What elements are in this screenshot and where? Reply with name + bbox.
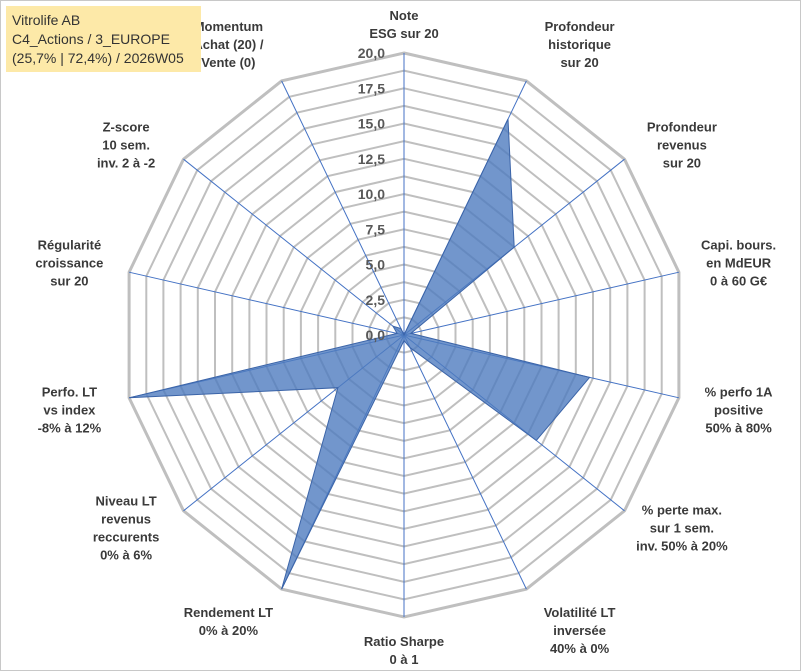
axis-label: Capi. bours. en MdEUR 0 à 60 G€ — [701, 238, 776, 289]
axis-label-line: Régularité — [38, 238, 102, 253]
axis-label: Niveau LT revenus reccurents 0% à 6% — [93, 493, 159, 562]
tick-label: 7,5 — [366, 221, 386, 237]
axis-label: Régularité croissance sur 20 — [35, 238, 103, 289]
axis-label-line: croissance — [35, 256, 103, 271]
series-area — [128, 118, 591, 590]
axis-label-line: revenus — [657, 138, 707, 153]
axis-label-line: Momentum — [194, 19, 263, 34]
axis-label-line: positive — [714, 402, 763, 417]
axis-label-line: inv. 2 à -2 — [97, 156, 155, 171]
axis-label-line: vs index — [43, 402, 96, 417]
axis-label-line: Perfo. LT — [42, 384, 97, 399]
axis-label: Profondeur historique sur 20 — [545, 19, 615, 70]
tick-label: 17,5 — [358, 80, 385, 96]
axis-label: Ratio Sharpe 0 à 1 — [364, 634, 444, 667]
axis-label-line: Z-score — [103, 120, 150, 135]
axis-label-line: inv. 50% à 20% — [636, 538, 728, 553]
series-layer — [128, 118, 591, 590]
axis-label-line: 0% à 6% — [100, 547, 152, 562]
axis-label-line: 10 sem. — [102, 138, 150, 153]
tick-label: 20,0 — [358, 45, 385, 61]
axis-label: Z-score 10 sem. inv. 2 à -2 — [97, 120, 155, 171]
spoke-line — [281, 80, 405, 336]
info-box: Vitrolife AB C4_Actions / 3_EUROPE (25,7… — [6, 6, 201, 72]
axis-label: Volatilité LT inversée 40% à 0% — [544, 605, 616, 656]
tick-label: 2,5 — [366, 292, 386, 308]
stats-week: (25,7% | 72,4%) / 2026W05 — [12, 50, 184, 66]
axis-label: Momentum Achat (20) / Vente (0) — [193, 19, 263, 70]
spoke-line — [183, 158, 405, 336]
axis-label-line: 0 à 60 G€ — [710, 274, 767, 289]
axis-label-line: 50% à 80% — [705, 420, 772, 435]
tick-label: 12,5 — [358, 151, 385, 167]
axis-label-line: Ratio Sharpe — [364, 634, 444, 649]
tick-label: 5,0 — [366, 257, 386, 273]
axis-label-line: sur 1 sem. — [650, 520, 714, 535]
axis-label-line: 40% à 0% — [550, 641, 610, 656]
axis-label: % perte max. sur 1 sem. inv. 50% à 20% — [636, 502, 728, 553]
axis-label-line: en MdEUR — [706, 256, 772, 271]
category-path: C4_Actions / 3_EUROPE — [12, 31, 170, 47]
axis-label-line: reccurents — [93, 529, 159, 544]
axis-label-line: Note — [390, 8, 419, 23]
axis-label-line: 0 à 1 — [390, 652, 419, 667]
tick-label: 15,0 — [358, 116, 385, 132]
axis-label-line: Rendement LT — [184, 605, 273, 620]
axis-label-line: % perfo 1A — [705, 384, 774, 399]
axis-label-line: 0% à 20% — [199, 623, 259, 638]
tick-layer: 0,0 2,5 5,0 7,5 10,0 12,5 15,0 17,5 20,0 — [358, 45, 385, 343]
axis-label: Rendement LT 0% à 20% — [184, 605, 273, 638]
axis-label-line: Vente (0) — [201, 55, 255, 70]
spoke-line — [403, 334, 527, 590]
label-layer: Note ESG sur 20 Profondeur historique sur 20… — [35, 8, 776, 667]
axis-label-line: ESG sur 20 — [369, 26, 438, 41]
company-name: Vitrolife AB — [12, 12, 81, 28]
axis-label-line: Volatilité LT — [544, 605, 616, 620]
axis-label: Perfo. LT vs index -8% à 12% — [38, 384, 102, 435]
axis-label-line: -8% à 12% — [38, 420, 102, 435]
axis-label-line: Achat (20) / — [193, 37, 263, 52]
axis-label-line: Niveau LT — [96, 493, 157, 508]
tick-label: 10,0 — [358, 186, 385, 202]
axis-label-line: Profondeur — [647, 120, 717, 135]
axis-label-line: sur 20 — [560, 55, 598, 70]
axis-label-line: Profondeur — [545, 19, 615, 34]
spoke-line — [403, 271, 680, 336]
axis-label-line: historique — [548, 37, 611, 52]
spoke-line — [128, 271, 405, 336]
axis-label: Note ESG sur 20 — [369, 8, 438, 41]
axis-label-line: sur 20 — [50, 274, 88, 289]
tick-label: 0,0 — [366, 327, 386, 343]
axis-label-line: sur 20 — [663, 156, 701, 171]
axis-label-line: inversée — [553, 623, 606, 638]
axis-label-line: % perte max. — [642, 502, 722, 517]
axis-label: % perfo 1A positive 50% à 80% — [705, 384, 774, 435]
axis-label: Profondeur revenus sur 20 — [647, 120, 717, 171]
axis-label-line: revenus — [101, 511, 151, 526]
axis-label-line: Capi. bours. — [701, 238, 776, 253]
